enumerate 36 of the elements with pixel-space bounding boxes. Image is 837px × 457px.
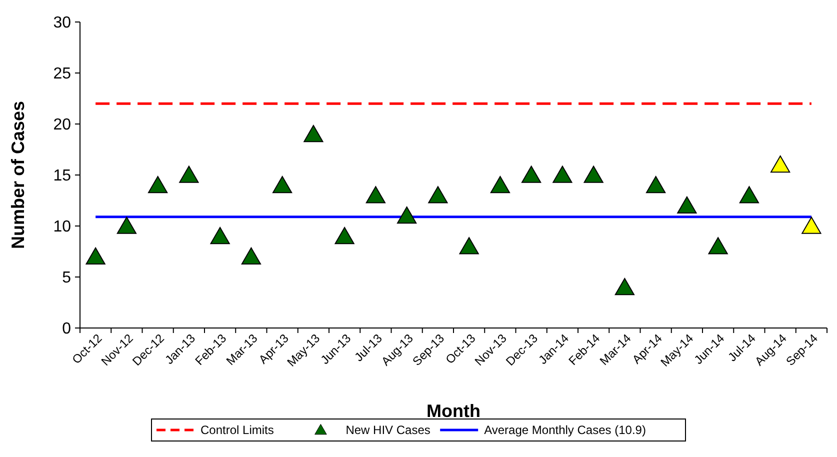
point	[522, 166, 542, 183]
point	[179, 166, 199, 183]
point	[770, 156, 790, 173]
point	[552, 166, 572, 183]
point	[428, 186, 448, 204]
point	[272, 176, 292, 194]
legend-label: Control Limits	[200, 423, 274, 438]
y-tick-label: 10	[53, 218, 72, 236]
point	[148, 176, 168, 194]
y-tick-label: 5	[62, 270, 72, 287]
point	[584, 166, 604, 183]
legend-label: New HIV Cases	[346, 423, 430, 438]
y-tick-label: 0	[62, 320, 72, 338]
legend-label: Average Monthly Cases (10.9)	[484, 423, 646, 438]
point	[490, 176, 510, 194]
point	[334, 226, 354, 244]
y-tick-label: 20	[53, 116, 72, 134]
point	[646, 176, 666, 194]
x-axis-title: Month	[426, 401, 480, 421]
point	[304, 124, 324, 142]
point	[739, 186, 759, 204]
y-axis-title: Number of Cases	[8, 100, 28, 250]
point	[366, 186, 386, 204]
point	[86, 247, 106, 264]
point	[459, 237, 479, 254]
point	[708, 237, 728, 254]
point	[397, 206, 417, 224]
y-tick-label: 25	[53, 66, 72, 83]
point	[241, 247, 261, 264]
y-tick-label: 30	[53, 14, 72, 32]
point	[677, 196, 697, 214]
point	[614, 278, 634, 296]
point	[210, 226, 230, 244]
point	[116, 216, 136, 234]
y-tick-label: 15	[53, 168, 72, 185]
point	[802, 216, 822, 234]
